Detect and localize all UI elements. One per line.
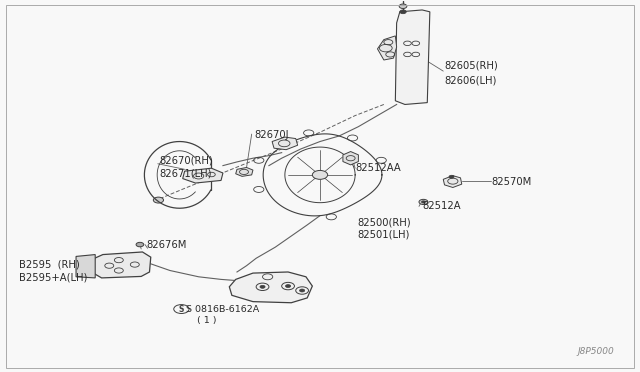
Circle shape bbox=[312, 170, 328, 179]
Polygon shape bbox=[378, 36, 397, 60]
Polygon shape bbox=[182, 168, 223, 183]
Text: 82671(LH): 82671(LH) bbox=[159, 168, 212, 178]
Text: 82570M: 82570M bbox=[491, 177, 531, 186]
Text: S: S bbox=[179, 305, 184, 314]
Circle shape bbox=[136, 242, 144, 247]
Text: ( 1 ): ( 1 ) bbox=[197, 316, 217, 325]
Circle shape bbox=[419, 199, 428, 205]
Circle shape bbox=[422, 201, 426, 203]
Polygon shape bbox=[343, 151, 358, 165]
Text: B2595  (RH): B2595 (RH) bbox=[19, 260, 79, 270]
Text: 82670J: 82670J bbox=[255, 130, 289, 140]
Polygon shape bbox=[444, 176, 462, 187]
Polygon shape bbox=[229, 272, 312, 303]
Text: 82512A: 82512A bbox=[422, 201, 461, 211]
Circle shape bbox=[399, 4, 407, 9]
Text: 82605(RH): 82605(RH) bbox=[445, 61, 499, 71]
Text: 82606(LH): 82606(LH) bbox=[445, 76, 497, 86]
Polygon shape bbox=[76, 254, 95, 278]
Polygon shape bbox=[236, 167, 253, 176]
Circle shape bbox=[154, 197, 164, 203]
Text: 82670(RH): 82670(RH) bbox=[159, 155, 213, 165]
Polygon shape bbox=[93, 252, 151, 278]
Circle shape bbox=[400, 10, 406, 14]
Text: S 0816B-6162A: S 0816B-6162A bbox=[186, 305, 259, 314]
Circle shape bbox=[260, 285, 265, 288]
Text: 82512AA: 82512AA bbox=[355, 163, 401, 173]
Text: 82676M: 82676M bbox=[147, 240, 187, 250]
Circle shape bbox=[449, 175, 454, 178]
Circle shape bbox=[300, 289, 305, 292]
Text: J8P5000: J8P5000 bbox=[577, 347, 614, 356]
Text: 82501(LH): 82501(LH) bbox=[357, 230, 410, 240]
Text: 82500(RH): 82500(RH) bbox=[357, 217, 411, 227]
Text: B2595+A(LH): B2595+A(LH) bbox=[19, 273, 87, 283]
Circle shape bbox=[285, 285, 291, 288]
Polygon shape bbox=[272, 137, 298, 150]
Polygon shape bbox=[396, 10, 430, 105]
